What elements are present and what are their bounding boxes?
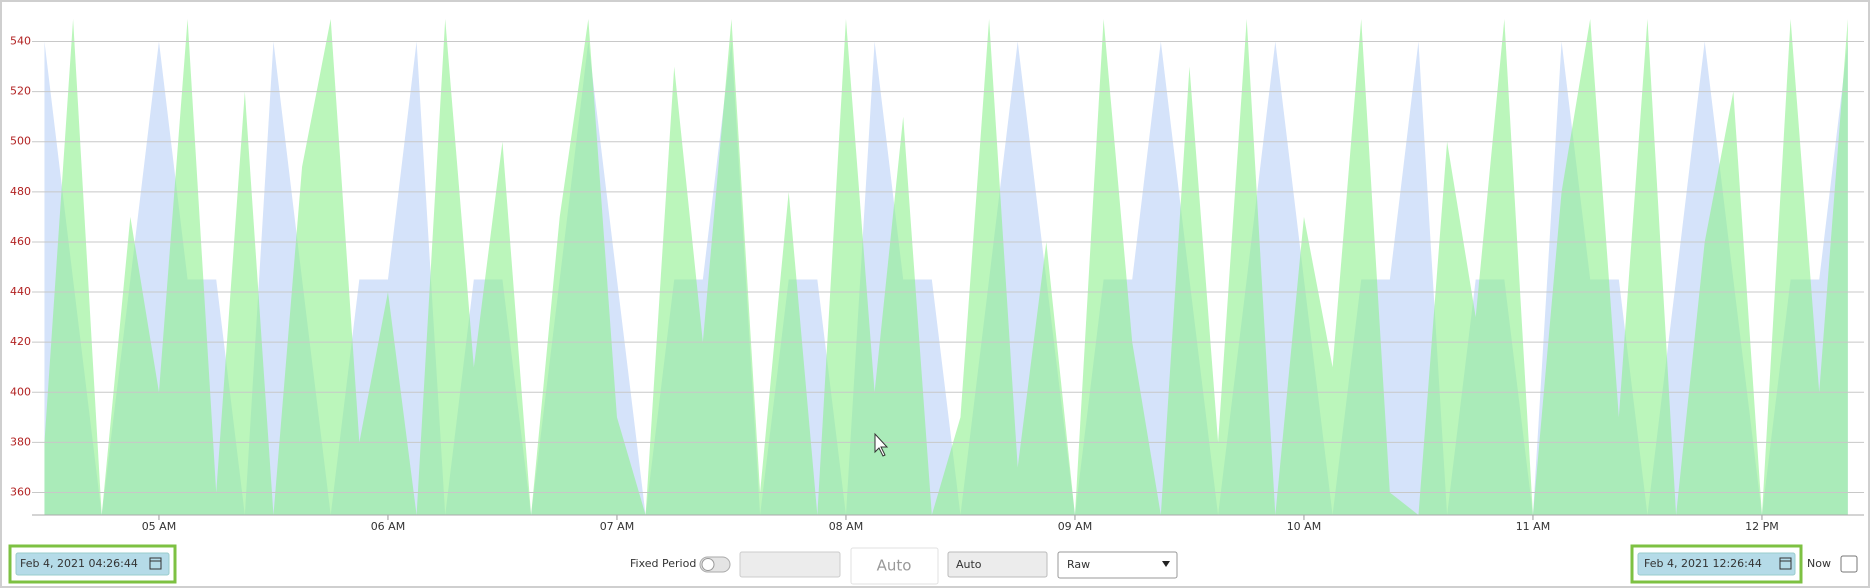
highlight — [1630, 544, 1803, 584]
start-date: Feb 4, 2021 04:26:44 — [20, 557, 138, 570]
axes: 360 380 400 420 440 460 480 500 520 540 05 AM 06 AM… — [10, 35, 1864, 533]
calendar-icon[interactable] — [1779, 557, 1792, 570]
y-tick-label: 480 — [10, 185, 31, 198]
fixed-period-label: Fixed Period — [630, 557, 696, 570]
area-series — [44, 19, 1848, 515]
period-input[interactable] — [739, 551, 841, 578]
cursor — [874, 432, 889, 457]
auto-input[interactable] — [947, 551, 1048, 578]
x-tick-label: 07 AM — [600, 520, 635, 533]
x-tick-label: 10 AM — [1287, 520, 1322, 533]
end-date: Feb 4, 2021 12:26:44 — [1644, 557, 1762, 570]
now-label: Now — [1807, 557, 1831, 570]
plot-area — [44, 19, 1848, 515]
mode-select[interactable] — [1057, 551, 1178, 579]
y-tick-label: 540 — [10, 35, 31, 48]
y-tick-label: 520 — [10, 85, 31, 98]
y-tick-label: 460 — [10, 235, 31, 248]
y-tick-label: 380 — [10, 435, 31, 448]
auto-input-value: Auto — [956, 558, 982, 571]
x-tick-label: 05 AM — [142, 520, 177, 533]
x-tick-label: 12 PM — [1745, 520, 1779, 533]
mode-value: Raw — [1067, 558, 1090, 571]
start-date-input[interactable] — [15, 552, 170, 576]
x-tick-label: 08 AM — [829, 520, 864, 533]
now-checkbox[interactable] — [1840, 555, 1858, 573]
dropdown-arrow — [1162, 561, 1170, 567]
y-tick-label: 360 — [10, 485, 31, 498]
x-tick-label: 09 AM — [1058, 520, 1093, 533]
y-tick-label: 500 — [10, 135, 31, 148]
y-tick-label: 420 — [10, 335, 31, 348]
auto-button-label: Auto — [877, 557, 912, 575]
y-tick-label: 400 — [10, 385, 31, 398]
auto-button[interactable] — [850, 547, 939, 585]
highlight — [8, 544, 177, 584]
x-tick-label: 11 AM — [1516, 520, 1551, 533]
calendar-icon[interactable] — [149, 557, 162, 570]
x-tick-label: 06 AM — [371, 520, 406, 533]
toggle-knob — [701, 558, 715, 571]
y-tick-label: 440 — [10, 285, 31, 298]
end-date-input[interactable] — [1637, 552, 1796, 576]
